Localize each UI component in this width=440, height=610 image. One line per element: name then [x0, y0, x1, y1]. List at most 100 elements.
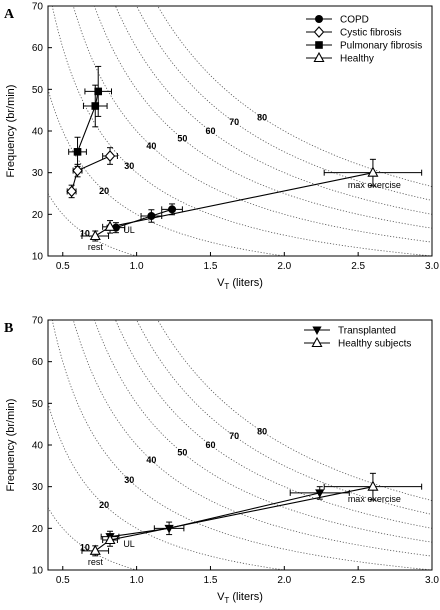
x-tick-label: 2.0	[277, 261, 291, 272]
isopleth-10	[48, 507, 139, 570]
y-tick-label: 20	[32, 210, 44, 221]
y-tick-label: 60	[32, 357, 44, 368]
legend-label: Healthy	[340, 54, 374, 65]
panel-label: A	[4, 7, 15, 22]
isopleth-10	[48, 193, 139, 256]
x-tick-label: 0.5	[56, 575, 70, 586]
annotation-max-exercise: max exercise	[348, 494, 401, 504]
isopleth-label-20: 20	[99, 186, 109, 196]
series-line	[109, 492, 320, 538]
legend-marker	[315, 41, 323, 49]
y-tick-label: 30	[32, 168, 44, 179]
isopleth-label-60: 60	[205, 440, 215, 450]
isopleth-50	[94, 320, 432, 543]
data-point	[168, 205, 177, 214]
y-axis-label: Frequency (br/min)	[5, 399, 17, 492]
isopleth-label-10: 10	[80, 229, 90, 239]
isopleth-label-40: 40	[146, 141, 156, 151]
data-point	[164, 524, 174, 534]
x-tick-label: 2.5	[351, 261, 365, 272]
isopleth-60	[115, 320, 432, 529]
isopleth-label-80: 80	[257, 426, 267, 436]
x-tick-label: 2.0	[277, 575, 291, 586]
legend-marker	[315, 15, 323, 23]
y-tick-label: 70	[32, 2, 44, 13]
legend-label: COPD	[340, 15, 369, 26]
series-line	[94, 486, 374, 552]
y-tick-label: 50	[32, 85, 44, 96]
series-line	[95, 172, 374, 237]
x-tick-label: 1.5	[204, 261, 218, 272]
x-axis-label: VT (liters)	[217, 591, 263, 605]
y-tick-label: 50	[32, 399, 44, 410]
isopleth-50	[94, 6, 432, 229]
chart-panel-A: 10 20 30 40 50 60 70 80 0.5 1.0 1.5 2.0 2.5 3.0 10 20 30…	[4, 2, 439, 292]
annotation-rest: rest	[88, 242, 104, 252]
x-tick-label: 3.0	[425, 575, 439, 586]
isopleth-label-50: 50	[177, 448, 187, 458]
isopleth-20	[48, 403, 288, 570]
annotation-UL: UL	[123, 225, 135, 235]
x-axis-label: VT (liters)	[217, 277, 263, 291]
isopleths	[48, 6, 432, 256]
y-tick-label: 40	[32, 127, 44, 138]
isopleths	[48, 320, 432, 570]
series-healthy	[81, 158, 423, 242]
isopleth-label-80: 80	[257, 112, 267, 122]
isopleth-80	[157, 320, 432, 501]
series-cystic-fibrosis	[66, 147, 118, 199]
y-tick-label: 10	[32, 566, 44, 577]
x-tick-label: 1.5	[204, 575, 218, 586]
data-point	[104, 150, 116, 162]
legend-label: Healthy subjects	[338, 339, 411, 350]
data-point	[104, 533, 116, 545]
y-tick-label: 10	[32, 252, 44, 263]
plot-frame	[47, 319, 433, 571]
isopleth-20	[48, 89, 288, 256]
isopleth-label-10: 10	[80, 543, 90, 553]
x-tick-label: 1.0	[130, 261, 144, 272]
y-tick-label: 20	[32, 524, 44, 535]
series-pulmonary-fibrosis	[68, 65, 113, 167]
isopleth-label-70: 70	[229, 117, 239, 127]
annotation-rest: rest	[88, 557, 104, 567]
isopleth-label-30: 30	[124, 475, 134, 485]
data-point	[89, 229, 101, 241]
data-point	[104, 220, 116, 231]
y-tick-label: 60	[32, 43, 44, 54]
isopleth-30	[51, 320, 432, 570]
data-point	[72, 164, 83, 177]
y-tick-label: 40	[32, 441, 44, 452]
y-tick-label: 70	[32, 316, 44, 327]
legend-marker	[311, 336, 323, 348]
series-healthy-subjects	[81, 472, 423, 557]
x-tick-label: 3.0	[425, 261, 439, 272]
legend-marker	[313, 51, 325, 63]
isopleth-label-50: 50	[177, 134, 187, 144]
series-copd	[106, 203, 183, 234]
data-point	[73, 148, 82, 156]
isopleth-label-20: 20	[99, 500, 109, 510]
isopleth-label-70: 70	[229, 431, 239, 441]
x-tick-label: 0.5	[56, 261, 70, 272]
isopleth-label-40: 40	[146, 455, 156, 465]
chart-panel-B: 10 20 30 40 50 60 70 80 0.5 1.0 1.5 2.0 2.5 3.0 10 20 30…	[4, 316, 439, 606]
legend-marker	[313, 26, 325, 38]
legend-label: Pulmonary fibrosis	[340, 41, 422, 52]
data-point	[89, 544, 101, 555]
y-axis-label: Frequency (br/min)	[5, 85, 17, 178]
legend-label: Transplanted	[338, 326, 396, 337]
isopleth-label-30: 30	[124, 161, 134, 171]
data-point	[367, 166, 379, 177]
annotation-max-exercise: max exercise	[348, 180, 401, 190]
isopleth-30	[51, 6, 432, 256]
x-tick-label: 2.5	[351, 575, 365, 586]
isopleth-70	[136, 6, 432, 201]
isopleth-label-60: 60	[205, 126, 215, 136]
annotation-UL: UL	[123, 539, 135, 549]
panel-label: B	[4, 321, 13, 336]
data-point	[66, 185, 77, 198]
x-tick-label: 1.0	[130, 575, 144, 586]
legend-label: Cystic fibrosis	[340, 28, 402, 39]
